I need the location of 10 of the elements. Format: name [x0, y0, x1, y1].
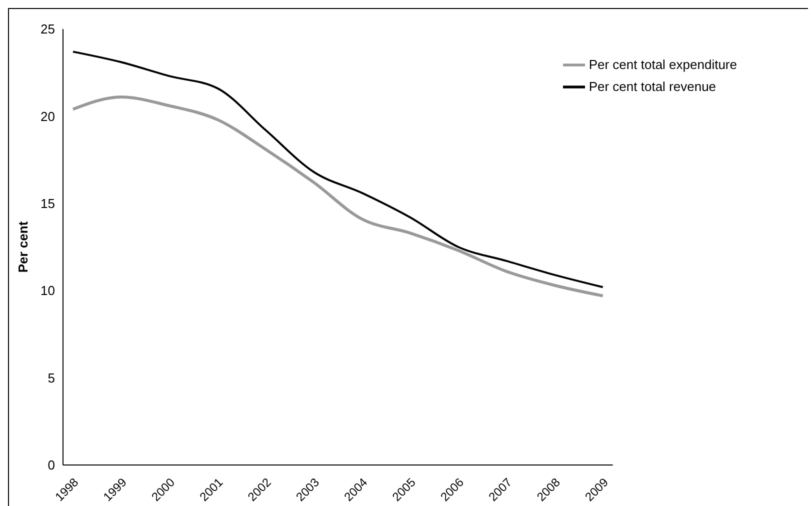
y-tick-label: 20: [40, 108, 55, 124]
y-tick-label: 0: [48, 458, 55, 473]
y-tick-label: 5: [48, 370, 55, 386]
y-axis-title: Per cent: [16, 220, 31, 273]
legend-label: Per cent total expenditure: [588, 57, 737, 72]
line-series: [72, 96, 604, 298]
y-tick-label: 10: [40, 283, 55, 298]
y-tick-label: 25: [40, 22, 55, 37]
y-tick-label: 15: [40, 196, 55, 212]
legend-label: Per cent total revenue: [588, 79, 716, 94]
